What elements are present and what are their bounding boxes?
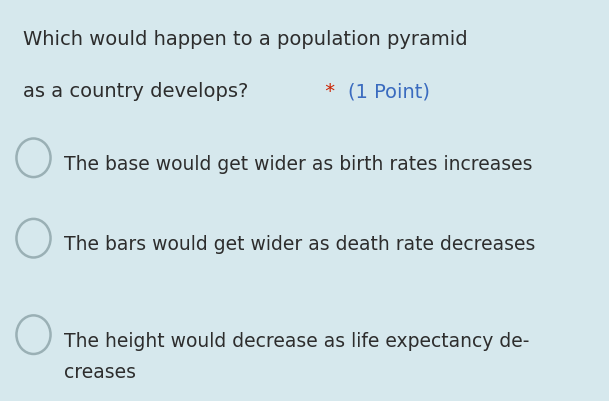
Ellipse shape	[16, 139, 51, 178]
Ellipse shape	[16, 219, 51, 258]
Text: (1 Point): (1 Point)	[348, 82, 431, 101]
Text: The base would get wider as birth rates increases: The base would get wider as birth rates …	[64, 154, 532, 173]
Text: The bars would get wider as death rate decreases: The bars would get wider as death rate d…	[64, 235, 535, 253]
Text: *: *	[319, 82, 342, 101]
Text: Which would happen to a population pyramid: Which would happen to a population pyram…	[23, 30, 468, 49]
Ellipse shape	[16, 316, 51, 354]
Text: The height would decrease as life expectancy de-
creases: The height would decrease as life expect…	[64, 331, 529, 381]
Text: as a country develops?: as a country develops?	[23, 82, 248, 101]
